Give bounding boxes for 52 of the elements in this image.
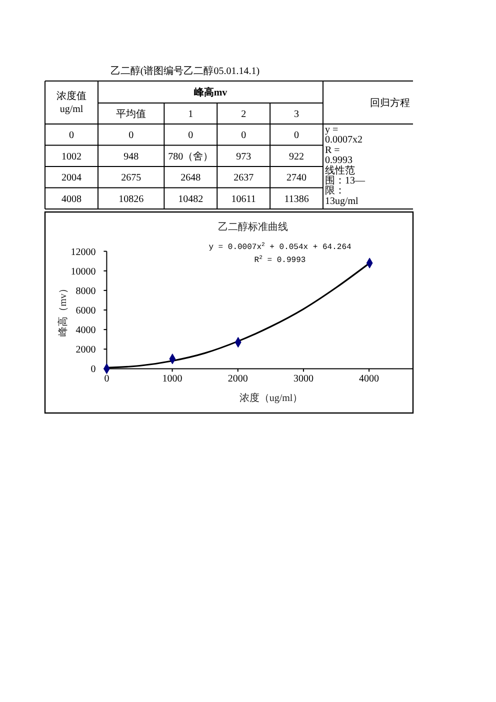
x-tick-label: 3000 <box>293 374 314 385</box>
text: 2004 <box>62 172 82 184</box>
text: 10826 <box>118 194 144 205</box>
chart-title: 乙二醇标准曲线 <box>218 221 288 233</box>
text: 0 <box>294 130 300 142</box>
text: 围：13— <box>325 176 366 186</box>
text: 1002 <box>62 151 82 162</box>
x-tick-label: 1000 <box>162 374 182 385</box>
x-axis-title: 浓度（ug/ml） <box>239 392 303 404</box>
text: 1 <box>188 109 194 120</box>
text: 0 <box>241 130 246 142</box>
text: 2637 <box>234 172 254 184</box>
text: 11386 <box>284 194 309 205</box>
text: 浓度值ug/ml <box>56 90 88 116</box>
text: 0.0007x2 <box>325 134 362 146</box>
text: 2675 <box>121 172 142 184</box>
annotation: y = 0.0007x$^{2}$ + 0.054x + 64.264 <box>208 240 352 252</box>
text: 线性范 <box>325 164 355 176</box>
y-tick-label: 10000 <box>70 266 96 278</box>
annotation: R$^{2}$ = 0.9993 <box>254 254 306 265</box>
text: 乙二醇(谱图编号乙二醇05.01.14.1) <box>110 65 260 77</box>
text: 948 <box>124 151 139 162</box>
y-tick-label: 0 <box>90 364 96 376</box>
x-tick-label: 0 <box>104 374 110 385</box>
y-tick-label: 8000 <box>76 286 96 297</box>
text: 780（舍） <box>168 150 214 162</box>
y-tick-label: 12000 <box>70 246 96 258</box>
text: 2648 <box>180 172 201 184</box>
text: 限： <box>325 186 345 197</box>
y-tick-label: 4000 <box>76 325 96 336</box>
x-tick-label: 4000 <box>359 374 380 385</box>
text: 0 <box>188 130 194 142</box>
text: 2 <box>241 109 246 120</box>
y-axis-title: 峰高（mv） <box>57 284 69 336</box>
text: 回归方程 <box>370 97 410 109</box>
text: y = <box>325 124 338 136</box>
text: 0 <box>128 130 134 142</box>
x-tick-label: 2000 <box>228 374 248 385</box>
text: 973 <box>236 151 252 162</box>
text: 3 <box>294 109 300 120</box>
text: R = <box>325 144 340 156</box>
text: 10611 <box>231 194 256 205</box>
y-tick-label: 6000 <box>76 306 96 316</box>
text: 平均值 <box>116 108 146 120</box>
text: 10482 <box>178 194 204 205</box>
text: 13ug/ml <box>325 196 359 207</box>
text: 0.9993 <box>325 155 352 166</box>
y-tick-label: 2000 <box>76 344 96 356</box>
text: 2740 <box>286 172 307 184</box>
text: 峰高mv <box>194 86 228 98</box>
text: 4008 <box>62 194 82 205</box>
text: 922 <box>289 151 304 162</box>
